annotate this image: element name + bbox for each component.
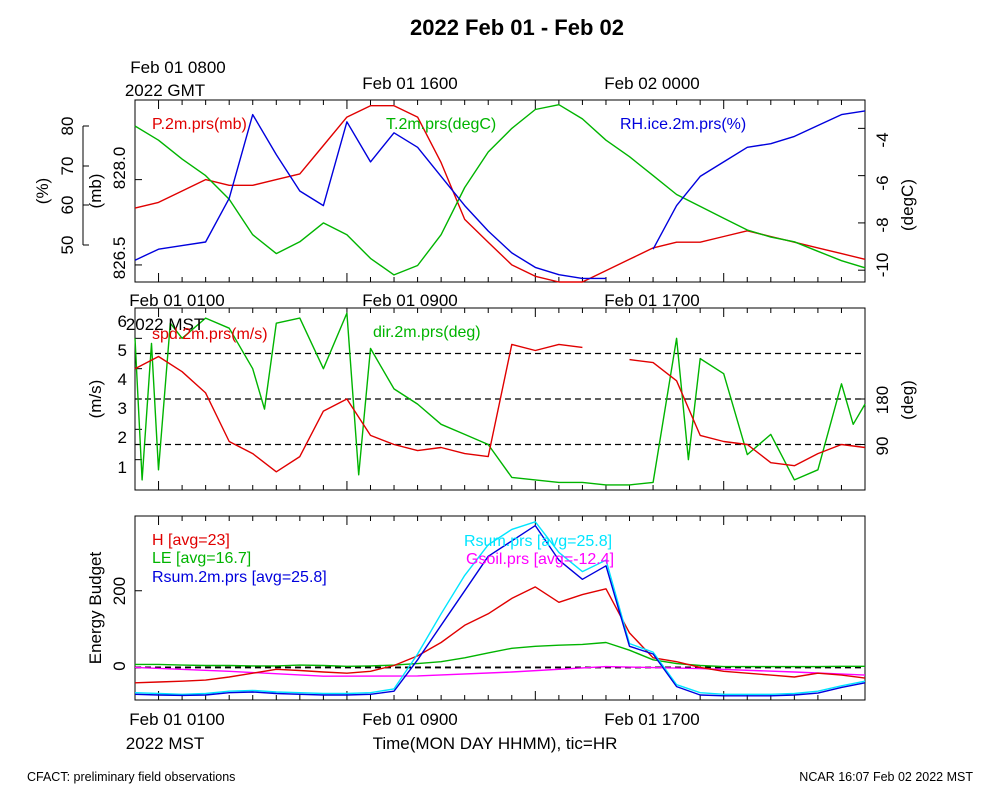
temp-tick-label: -10 bbox=[873, 253, 892, 278]
rh-tick-label: 80 bbox=[58, 117, 77, 136]
legend-temperature: T.2m.prs(degC) bbox=[386, 116, 496, 133]
gsoil-line bbox=[134, 665, 866, 677]
speed-tick-label: 5 bbox=[118, 341, 127, 360]
temp-tick-label: -8 bbox=[873, 217, 892, 232]
bottom-time-label-2: Feb 01 0900 bbox=[362, 710, 457, 729]
bottom-time-label-3: Feb 01 1700 bbox=[604, 710, 699, 729]
speed-tick-label: 6 bbox=[118, 312, 127, 331]
time-axis-title: Time(MON DAY HHMM), tic=HR bbox=[373, 734, 618, 753]
energy-tick-label: 200 bbox=[110, 577, 129, 605]
bottom-time-label-1: Feb 01 0100 bbox=[129, 710, 224, 729]
panel-energy: H [avg=23] LE [avg=16.7] Rsum.2m.prs [av… bbox=[86, 515, 866, 753]
rh-tick-label: 70 bbox=[58, 157, 77, 176]
legend-rh: RH.ice.2m.prs(%) bbox=[620, 116, 746, 133]
top-zone-label: 2022 GMT bbox=[125, 81, 205, 100]
speed-line bbox=[134, 343, 866, 473]
mid-time-label-2: Feb 01 0900 bbox=[362, 291, 457, 310]
rh-tick-label: 60 bbox=[58, 196, 77, 215]
mid-zone-label: 2022 MST bbox=[126, 315, 204, 334]
bottom-zone-label: 2022 MST bbox=[126, 734, 204, 753]
pressure-tick-label: 826.5 bbox=[110, 237, 129, 280]
direction-tick-label: 90 bbox=[873, 437, 892, 456]
panel-wind: Feb 01 0100 Feb 01 0900 Feb 01 1700 2022… bbox=[86, 291, 917, 491]
legend-speed: spd.2m.prs(m/s) bbox=[152, 326, 268, 343]
top-time-label-1: Feb 01 0800 bbox=[130, 58, 225, 77]
temp-tick-label: -4 bbox=[873, 132, 892, 147]
pressure-tick-label: 828.0 bbox=[110, 147, 129, 190]
pressure-line bbox=[134, 105, 866, 283]
energy-tick-label: 0 bbox=[110, 661, 129, 670]
direction-tick-label: 180 bbox=[873, 386, 892, 414]
panel1-frame bbox=[134, 99, 866, 283]
temp-tick-label: -6 bbox=[873, 175, 892, 190]
temp-axis-title: (degC) bbox=[898, 179, 917, 231]
rh-axis-title: (%) bbox=[33, 178, 52, 204]
speed-axis-title: (m/s) bbox=[86, 380, 105, 419]
energy-axis-title: Energy Budget bbox=[86, 551, 105, 664]
rsum-2m-line bbox=[134, 524, 866, 697]
legend-pressure: P.2m.prs(mb) bbox=[152, 116, 247, 133]
top-time-label-2: Feb 01 1600 bbox=[362, 74, 457, 93]
direction-axis-title: (deg) bbox=[898, 380, 917, 420]
panel3-frame bbox=[134, 515, 866, 701]
legend-h: H [avg=23] bbox=[152, 532, 230, 549]
legend-rsum: Rsum.prs [avg=25.8] bbox=[464, 533, 612, 550]
direction-line bbox=[134, 312, 866, 486]
pressure-axis-title: (mb) bbox=[86, 174, 105, 209]
panel-met-state: Feb 01 0800 2022 GMT Feb 01 1600 Feb 02 … bbox=[33, 58, 917, 283]
footer-left: CFACT: preliminary field observations bbox=[27, 770, 235, 784]
rsum-line bbox=[134, 521, 866, 695]
h-line bbox=[134, 586, 866, 684]
panel3-marks bbox=[134, 516, 866, 700]
temperature-line bbox=[134, 104, 866, 276]
speed-tick-label: 3 bbox=[118, 399, 127, 418]
speed-tick-label: 2 bbox=[118, 428, 127, 447]
rh-line bbox=[134, 110, 866, 280]
speed-tick-label: 1 bbox=[118, 458, 127, 477]
legend-direction: dir.2m.prs(deg) bbox=[373, 324, 481, 341]
panel2-marks bbox=[134, 307, 866, 490]
legend-gsoil: Gsoil.prs [avg=-12.4] bbox=[466, 551, 614, 568]
le-line bbox=[135, 641, 865, 668]
mid-time-label-3: Feb 01 1700 bbox=[604, 291, 699, 310]
legend-le: LE [avg=16.7] bbox=[152, 550, 251, 567]
speed-tick-label: 4 bbox=[118, 370, 127, 389]
figure-title: 2022 Feb 01 - Feb 02 bbox=[410, 15, 624, 40]
mid-time-label-1: Feb 01 0100 bbox=[129, 291, 224, 310]
footer-right: NCAR 16:07 Feb 02 2022 MST bbox=[799, 770, 973, 784]
rh-tick-label: 50 bbox=[58, 236, 77, 255]
panel1-marks bbox=[134, 100, 866, 283]
top-time-label-3: Feb 02 0000 bbox=[604, 74, 699, 93]
legend-rsum-2m: Rsum.2m.prs [avg=25.8] bbox=[152, 569, 327, 586]
